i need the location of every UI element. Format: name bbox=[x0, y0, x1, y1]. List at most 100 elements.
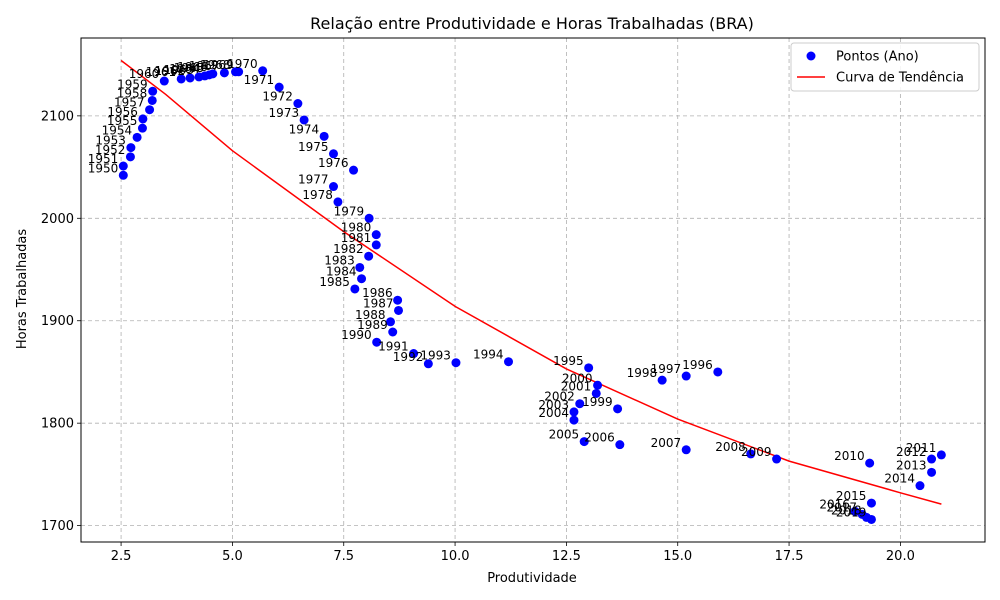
x-axis-title: Produtividade bbox=[487, 571, 577, 586]
data-point-label: 1986 bbox=[362, 286, 393, 300]
data-point-label: 1958 bbox=[117, 86, 148, 100]
data-point-label: 2001 bbox=[561, 379, 592, 393]
data-point-label: 2011 bbox=[906, 441, 937, 455]
data-point bbox=[364, 213, 374, 223]
data-point bbox=[258, 66, 268, 76]
data-point bbox=[364, 251, 374, 261]
trend-line bbox=[120, 59, 942, 505]
data-point bbox=[713, 367, 723, 377]
data-point-label: 1964 bbox=[169, 62, 200, 76]
data-point-label: 1984 bbox=[326, 265, 357, 279]
data-point-label: 2000 bbox=[562, 371, 593, 385]
legend: Pontos (Ano) Curva de Tendência bbox=[790, 42, 980, 92]
chart-title: Relação entre Produtividade e Horas Trab… bbox=[310, 14, 754, 33]
data-point-label: 2005 bbox=[549, 428, 580, 442]
data-point bbox=[138, 114, 148, 124]
data-point bbox=[865, 458, 875, 468]
data-point bbox=[657, 375, 667, 385]
data-point bbox=[388, 327, 398, 337]
data-point-label: 1973 bbox=[269, 106, 300, 120]
data-point bbox=[866, 498, 876, 508]
data-point bbox=[394, 305, 404, 315]
point-labels: 1950195119521953195419551956195719581959… bbox=[88, 57, 937, 520]
legend-trend-label: Curva de Tendência bbox=[836, 71, 964, 86]
data-point bbox=[176, 74, 186, 84]
x-tick-label: 7.5 bbox=[333, 549, 354, 564]
data-point bbox=[293, 99, 303, 109]
data-point-label: 1982 bbox=[333, 242, 364, 256]
data-point bbox=[328, 182, 338, 192]
data-point bbox=[927, 454, 937, 464]
data-point-label: 1970 bbox=[227, 57, 258, 71]
data-point bbox=[615, 440, 625, 450]
data-point bbox=[936, 450, 946, 460]
x-tick-label: 12.5 bbox=[552, 549, 581, 564]
data-point bbox=[504, 357, 514, 367]
data-point bbox=[137, 123, 147, 133]
data-point-label: 2016 bbox=[819, 497, 850, 511]
data-point bbox=[350, 284, 360, 294]
data-point-label: 2010 bbox=[834, 449, 865, 463]
data-point bbox=[423, 359, 433, 369]
data-point bbox=[147, 95, 157, 105]
data-point-label: 1969 bbox=[203, 58, 234, 72]
data-point bbox=[208, 69, 218, 79]
data-point-label: 1994 bbox=[473, 348, 504, 362]
data-point bbox=[372, 337, 382, 347]
data-point-label: 1975 bbox=[298, 140, 329, 154]
data-point-label: 1995 bbox=[553, 354, 584, 368]
data-point-label: 1957 bbox=[114, 96, 145, 110]
data-point-label: 1971 bbox=[244, 73, 275, 87]
data-point-label: 2012 bbox=[896, 445, 927, 459]
y-tick-label: 1800 bbox=[41, 417, 74, 432]
data-point-label: 1983 bbox=[324, 253, 355, 267]
data-point-label: 2004 bbox=[538, 406, 569, 420]
data-point-label: 1996 bbox=[682, 358, 713, 372]
data-point bbox=[915, 481, 925, 491]
data-point-label: 2013 bbox=[896, 458, 927, 472]
data-point bbox=[333, 197, 343, 207]
data-point-label: 1962 bbox=[155, 64, 186, 78]
data-point-label: 1992 bbox=[393, 350, 424, 364]
data-point bbox=[591, 388, 601, 398]
data-point-label: 1991 bbox=[378, 340, 409, 354]
data-point-label: 1997 bbox=[651, 362, 682, 376]
data-point-label: 1990 bbox=[341, 328, 372, 342]
data-point-label: 1981 bbox=[341, 231, 372, 245]
data-point-label: 1989 bbox=[357, 318, 388, 332]
data-point bbox=[371, 240, 381, 250]
data-point-label: 2009 bbox=[741, 445, 772, 459]
data-point bbox=[328, 149, 338, 159]
data-point bbox=[118, 161, 128, 171]
data-point bbox=[681, 371, 691, 381]
data-point bbox=[355, 262, 365, 272]
data-point bbox=[385, 317, 395, 327]
data-point-label: 1956 bbox=[107, 105, 138, 119]
data-point-label: 1987 bbox=[363, 296, 394, 310]
data-point bbox=[613, 404, 623, 414]
data-point-label: 1968 bbox=[200, 58, 231, 72]
data-point-label: 1966 bbox=[177, 60, 208, 74]
data-point bbox=[126, 143, 136, 153]
legend-box bbox=[790, 42, 980, 92]
data-point-label: 1985 bbox=[319, 275, 350, 289]
data-point bbox=[409, 349, 419, 359]
data-point bbox=[234, 67, 244, 77]
data-point-label: 2007 bbox=[651, 436, 682, 450]
legend-scatter-marker bbox=[806, 51, 816, 61]
data-point-label: 2006 bbox=[584, 431, 615, 445]
data-point-label: 1961 bbox=[146, 65, 177, 79]
data-point-label: 2014 bbox=[884, 472, 915, 486]
plot-frame bbox=[80, 37, 986, 543]
data-point-label: 1953 bbox=[95, 134, 126, 148]
data-point-label: 1998 bbox=[627, 366, 658, 380]
data-point bbox=[357, 274, 367, 284]
data-point bbox=[145, 105, 155, 115]
data-point-label: 1967 bbox=[189, 59, 220, 73]
data-point bbox=[349, 165, 359, 175]
data-point-label: 1977 bbox=[298, 173, 329, 187]
y-tick-label: 2100 bbox=[41, 109, 74, 124]
data-point bbox=[132, 132, 142, 142]
data-point-label: 1963 bbox=[163, 63, 194, 77]
